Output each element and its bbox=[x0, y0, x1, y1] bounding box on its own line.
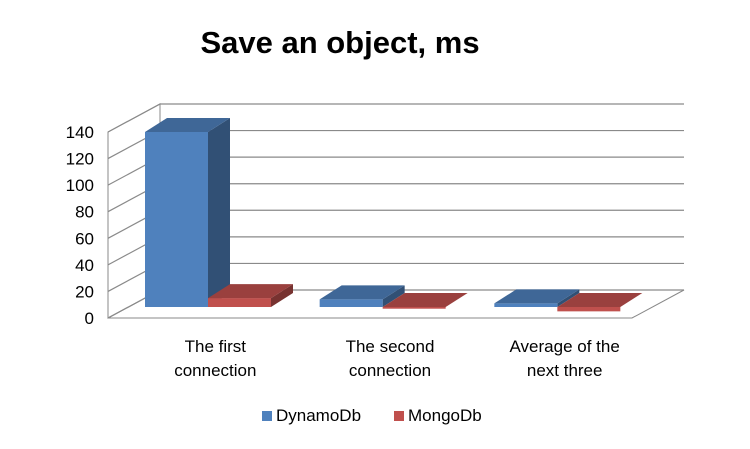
legend-swatch bbox=[262, 411, 272, 421]
bar-front bbox=[319, 299, 383, 307]
bar-side bbox=[208, 118, 230, 307]
chart-title: Save an object, ms bbox=[200, 25, 479, 60]
bar-MongoDb-0 bbox=[208, 284, 293, 307]
x-category-label: The first bbox=[185, 337, 247, 356]
bar-front bbox=[382, 307, 446, 309]
y-tick-label: 140 bbox=[66, 123, 94, 142]
x-axis: The first connection The second connection A… bbox=[174, 337, 620, 380]
bar-top bbox=[382, 293, 468, 307]
bar-front bbox=[494, 303, 558, 307]
bars bbox=[145, 118, 643, 312]
y-tick-label: 20 bbox=[75, 282, 94, 301]
bar-top bbox=[557, 293, 643, 307]
x-category-label: next three bbox=[527, 361, 603, 380]
y-tick-label: 60 bbox=[75, 229, 94, 248]
bar-top bbox=[208, 284, 293, 299]
y-tick-label: 80 bbox=[75, 203, 94, 222]
bar-top bbox=[494, 289, 580, 304]
bar-side bbox=[271, 284, 293, 307]
bar-MongoDb-1 bbox=[382, 293, 468, 309]
bar-front bbox=[145, 132, 208, 307]
legend-item: DynamoDb bbox=[262, 406, 361, 425]
bar-side bbox=[382, 285, 405, 307]
bar-top bbox=[319, 285, 405, 300]
bar-side bbox=[557, 289, 580, 307]
bar-DynamoDb-1 bbox=[319, 285, 405, 307]
bar-DynamoDb-2 bbox=[494, 289, 580, 307]
bar-front bbox=[208, 298, 271, 307]
bar-DynamoDb-0 bbox=[145, 118, 230, 307]
bar-MongoDb-2 bbox=[557, 293, 643, 312]
y-tick-label: 0 bbox=[85, 309, 94, 328]
legend-swatch bbox=[394, 411, 404, 421]
legend: DynamoDb MongoDb bbox=[262, 406, 482, 425]
y-axis: 0 20 40 60 80 100 120 140 bbox=[66, 123, 94, 328]
bar-top bbox=[145, 118, 230, 132]
x-category-label: The second bbox=[346, 337, 435, 356]
legend-label: DynamoDb bbox=[276, 406, 361, 425]
x-category-label: connection bbox=[174, 361, 256, 380]
gridline bbox=[107, 103, 684, 133]
bar-front bbox=[557, 307, 621, 312]
x-category-label: connection bbox=[349, 361, 431, 380]
legend-item: MongoDb bbox=[394, 406, 482, 425]
legend-label: MongoDb bbox=[408, 406, 482, 425]
y-tick-label: 120 bbox=[66, 150, 94, 169]
y-tick-label: 40 bbox=[75, 256, 94, 275]
y-tick-label: 100 bbox=[66, 176, 94, 195]
x-category-label: Average of the bbox=[510, 337, 620, 356]
